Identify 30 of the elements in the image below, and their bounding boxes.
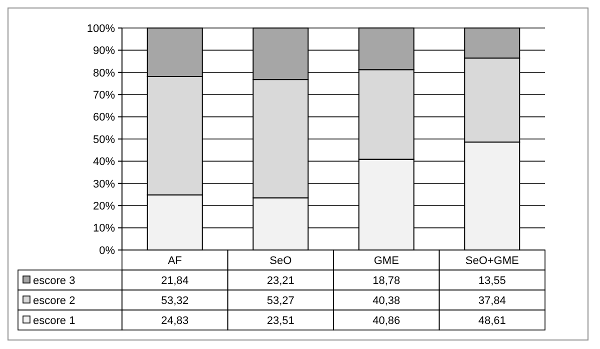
y-tick-label: 100% — [86, 22, 116, 35]
data-label: 24,83 — [161, 314, 189, 327]
y-tick-label: 90% — [92, 45, 116, 58]
y-tick-label: 40% — [92, 156, 116, 168]
data-label: 13,55 — [478, 274, 506, 287]
data-label: 21,84 — [161, 274, 189, 287]
data-label: 48,61 — [478, 314, 506, 327]
y-tick-label: 80% — [92, 67, 116, 80]
x-tick-label: SeO — [270, 254, 292, 267]
y-tick-label: 30% — [92, 178, 116, 190]
y-tick-label: 70% — [92, 89, 116, 102]
data-label: 40,86 — [372, 314, 400, 327]
data-label: 53,32 — [161, 294, 189, 307]
data-label: 23,21 — [266, 274, 294, 287]
y-tick-label: 0% — [99, 244, 116, 257]
legend-label: escore 3 — [33, 274, 76, 287]
x-tick-label: AF — [168, 254, 182, 267]
data-label: 23,51 — [266, 314, 294, 327]
y-tick-label: 60% — [92, 112, 116, 124]
data-label: 37,84 — [478, 294, 506, 307]
y-tick-label: 20% — [92, 200, 116, 212]
data-label: 40,38 — [372, 294, 400, 307]
y-tick-label: 10% — [92, 222, 116, 235]
legend-label: escore 1 — [33, 314, 76, 327]
x-tick-label: SeO+GME — [465, 254, 519, 267]
data-label: 53,27 — [266, 294, 294, 307]
y-tick-label: 50% — [92, 134, 116, 146]
x-tick-label: GME — [374, 254, 399, 267]
legend-label: escore 2 — [33, 294, 76, 307]
data-label: 18,78 — [372, 274, 400, 287]
